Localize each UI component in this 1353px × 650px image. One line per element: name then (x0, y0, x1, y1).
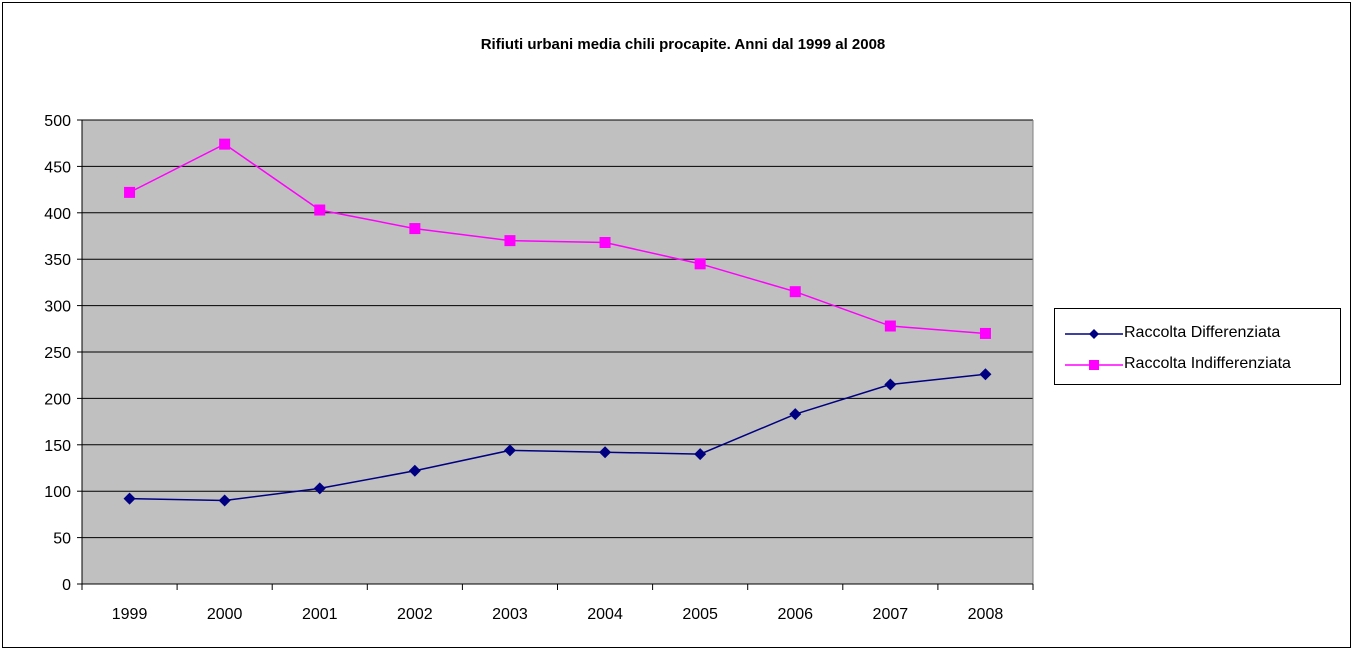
y-tick-label: 150 (44, 438, 71, 455)
square-marker-icon (1065, 360, 1123, 370)
series-line (129, 373, 986, 502)
data-point (218, 494, 231, 507)
data-point (503, 444, 516, 457)
x-axis: 1999 2000 2001 2002 2003 2004 2005 2006 2007 2008 (81, 584, 1034, 623)
x-tick-label: 2006 (777, 606, 813, 623)
data-point (979, 368, 992, 381)
x-tick-label: 2003 (492, 606, 528, 623)
x-tick-label: 2008 (968, 606, 1004, 623)
y-tick-label: 400 (44, 206, 71, 223)
y-tick-label: 500 (44, 113, 71, 130)
data-point (124, 186, 136, 198)
y-axis: 0 50 100 150 200 250 300 350 400 450 500 (44, 113, 82, 594)
series-layer (123, 138, 992, 507)
diamond-marker-icon (1065, 329, 1123, 339)
gridlines (82, 119, 1033, 539)
x-tick-label: 2007 (873, 606, 909, 623)
data-point (884, 320, 896, 332)
data-point (313, 482, 326, 495)
x-tick-label: 1999 (112, 606, 148, 623)
y-tick-label: 300 (44, 299, 71, 316)
data-point (314, 204, 326, 216)
data-point (408, 464, 421, 477)
series-0 (123, 368, 992, 507)
legend-label: Raccolta Differenziata (1124, 324, 1281, 341)
x-tick-label: 2002 (397, 606, 433, 623)
x-tick-label: 2005 (682, 606, 718, 623)
chart-plot: 0 50 100 150 200 250 300 350 400 450 500 1999 2000 2… (44, 113, 1034, 623)
data-point (694, 448, 707, 461)
data-point (694, 258, 706, 270)
legend-item-raccolta-indifferenziata: Raccolta Indifferenziata (1055, 353, 1340, 377)
y-tick-label: 0 (62, 577, 71, 594)
y-tick-label: 50 (53, 531, 71, 548)
y-tick-label: 350 (44, 252, 71, 269)
data-point (789, 286, 801, 298)
series-line (129, 143, 986, 335)
data-point (979, 327, 991, 339)
chart-title: Rifiuti urbani media chili procapite. An… (480, 36, 886, 53)
legend-item-raccolta-differenziata: Raccolta Differenziata (1055, 322, 1340, 346)
x-tick-label: 2001 (302, 606, 338, 623)
series-1 (124, 138, 991, 339)
x-tick-label: 2000 (207, 606, 243, 623)
data-point (219, 138, 231, 150)
data-point (409, 223, 421, 235)
legend-label: Raccolta Indifferenziata (1124, 355, 1291, 372)
x-tick-label: 2004 (587, 606, 623, 623)
data-point (884, 378, 897, 391)
y-tick-label: 450 (44, 159, 71, 176)
y-tick-label: 250 (44, 345, 71, 362)
y-tick-label: 100 (44, 484, 71, 501)
data-point (599, 446, 612, 459)
data-point (789, 408, 802, 421)
data-point (599, 236, 611, 248)
data-point (123, 492, 136, 505)
legend: Raccolta Differenziata Raccolta Indiffer… (1054, 308, 1341, 385)
y-tick-label: 200 (44, 391, 71, 408)
data-point (504, 235, 516, 247)
